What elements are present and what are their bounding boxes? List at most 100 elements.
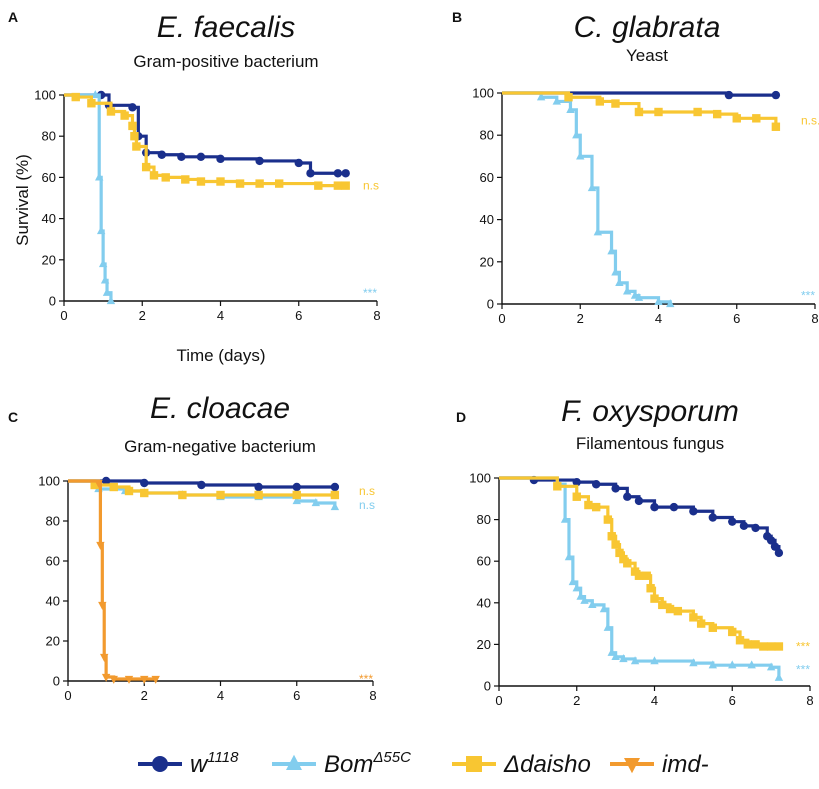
legend-label-superscript: Δ55C [372, 749, 411, 766]
data-point [101, 476, 111, 486]
data-point [774, 548, 784, 558]
data-point [708, 623, 718, 632]
data-point [615, 278, 624, 287]
data-point [124, 675, 134, 684]
data-point [607, 647, 616, 656]
legend: w1118 BomΔ55C Δdaisho imd- [138, 749, 709, 778]
data-point [771, 90, 781, 100]
series-b [502, 91, 675, 308]
data-point [177, 152, 186, 161]
data-point [766, 662, 776, 671]
data-point [759, 642, 768, 651]
data-point [666, 299, 675, 308]
data-point [568, 577, 578, 586]
data-point [197, 480, 206, 490]
significance-label: n.s [359, 484, 375, 498]
data-point [254, 490, 263, 500]
x-tick-label: 8 [373, 308, 380, 323]
data-point [588, 600, 597, 609]
x-tick-label: 2 [573, 693, 580, 708]
legend-marker [286, 754, 302, 770]
data-point [91, 90, 100, 99]
panel-letter: C [8, 409, 18, 425]
x-tick-label: 4 [217, 688, 224, 703]
data-point [255, 156, 264, 166]
y-tick-label: 0 [49, 294, 56, 309]
data-point [536, 92, 546, 101]
data-point [654, 297, 663, 306]
data-point [87, 99, 96, 108]
data-point [689, 658, 698, 667]
data-point [311, 498, 321, 507]
data-point [611, 540, 620, 549]
data-point [333, 169, 343, 178]
y-tick-label: 80 [42, 129, 56, 144]
y-tick-label: 80 [480, 128, 494, 143]
data-point [576, 591, 585, 600]
panel-subtitle: Gram-positive bacterium [133, 52, 318, 71]
data-point [100, 275, 110, 284]
x-tick-label: 0 [60, 308, 67, 323]
data-point [619, 654, 628, 663]
x-tick-label: 2 [577, 311, 584, 326]
panel-letter: D [456, 409, 466, 425]
data-point [109, 482, 118, 492]
data-point [140, 488, 149, 498]
legend-label: imd- [662, 751, 709, 778]
data-point [101, 673, 111, 682]
data-point [623, 286, 632, 295]
data-point [553, 482, 562, 491]
y-tick-label: 0 [487, 297, 494, 312]
legend-label: BomΔ55C [324, 749, 411, 778]
data-point [98, 601, 107, 610]
data-point [634, 496, 644, 506]
data-point [630, 656, 640, 665]
data-point [161, 173, 170, 182]
x-tick-label: 8 [806, 693, 813, 708]
data-point [708, 513, 718, 522]
data-point [90, 480, 99, 490]
data-point [634, 571, 644, 580]
data-point [292, 482, 301, 492]
significance-label: *** [363, 286, 377, 300]
data-point [658, 600, 667, 610]
data-point [774, 672, 784, 681]
legend-item-b: BomΔ55C [272, 749, 411, 778]
data-point [157, 150, 167, 159]
data-point [770, 542, 780, 551]
legend-marker [152, 756, 168, 772]
data-point [766, 536, 776, 545]
x-tick-label: 6 [733, 311, 740, 326]
x-axis-label: Time (days) [176, 346, 265, 365]
significance-label: n.s. [801, 113, 819, 127]
data-point [766, 642, 776, 651]
series-line [502, 91, 672, 304]
data-point [607, 246, 616, 255]
y-tick-label: 20 [477, 637, 491, 652]
legend-label-main: w [190, 751, 209, 778]
y-tick-label: 60 [477, 554, 491, 569]
data-point [128, 103, 137, 112]
y-tick-label: 100 [38, 474, 60, 489]
data-point [151, 675, 160, 684]
x-tick-label: 6 [293, 688, 300, 703]
significance-label: n.s [359, 498, 375, 512]
data-point [774, 642, 784, 651]
data-point [140, 478, 149, 488]
data-point [314, 181, 323, 190]
legend-label-main: Δdaisho [503, 751, 591, 778]
data-point [341, 169, 350, 178]
y-tick-label: 80 [46, 514, 60, 529]
data-point [623, 559, 632, 568]
data-point [341, 181, 350, 190]
data-point [100, 653, 109, 662]
legend-item-d: Δdaisho [452, 751, 591, 778]
data-point [564, 552, 574, 561]
data-point [739, 521, 749, 531]
series-d [502, 91, 781, 131]
data-point [580, 595, 589, 604]
significance-label: *** [359, 672, 373, 686]
data-point [654, 107, 663, 117]
